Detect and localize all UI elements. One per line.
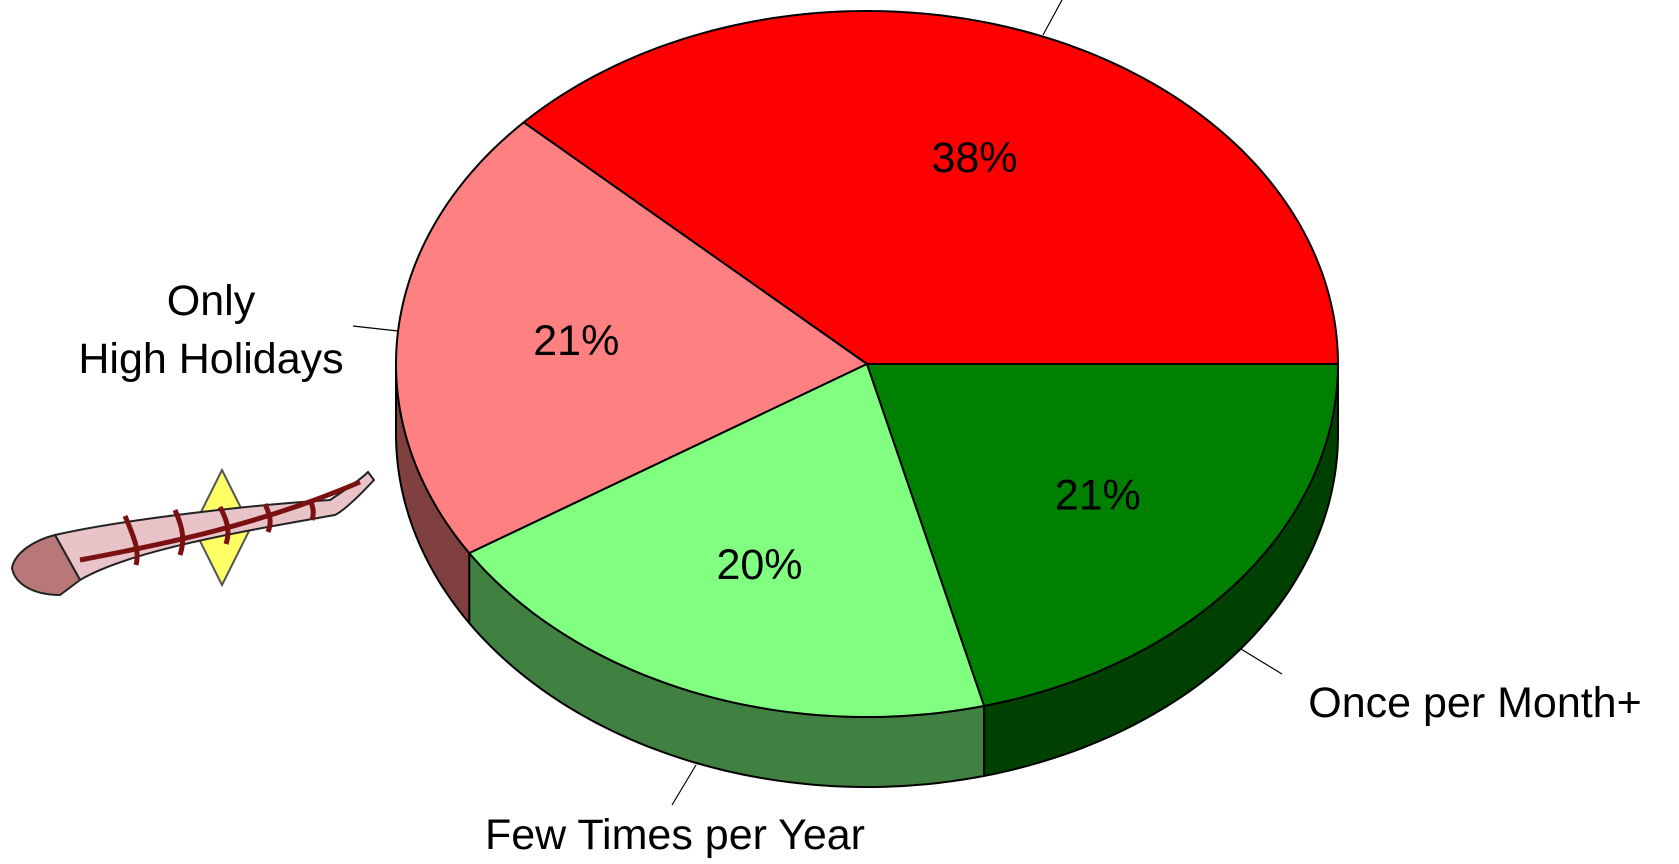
value-label: 21% [533, 317, 619, 365]
value-label: 38% [931, 134, 1017, 182]
category-label: Few Times per Year [484, 811, 865, 859]
value-label: 21% [1055, 472, 1141, 520]
shofar-illustration [10, 467, 376, 597]
leader-line [1042, 0, 1063, 36]
value-label: 20% [716, 541, 802, 589]
category-label: Only High Holidays [78, 277, 344, 383]
slice [467, 362, 986, 718]
leader-line [352, 325, 399, 332]
leader-line [1240, 648, 1283, 675]
slice [521, 10, 1340, 365]
category-label: Once per Month+ [1308, 679, 1642, 727]
slice [865, 363, 1340, 708]
leader-line [671, 764, 697, 806]
slice [395, 121, 869, 555]
